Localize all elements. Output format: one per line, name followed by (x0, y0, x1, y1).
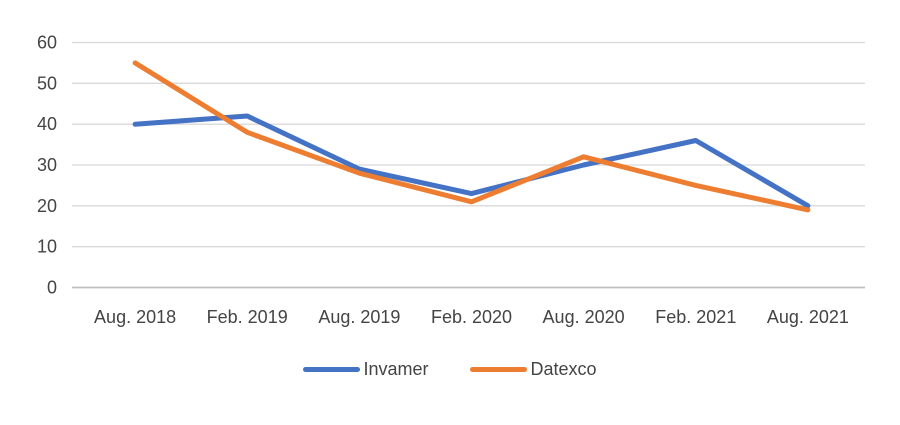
x-tick-label: Feb. 2021 (655, 307, 736, 327)
legend-label-invamer: Invamer (363, 359, 429, 379)
datexco-line-swatch (470, 367, 528, 372)
x-tick-label: Aug. 2018 (94, 307, 176, 327)
x-tick-label: Aug. 2019 (318, 307, 400, 327)
series-line-invamer (132, 113, 811, 209)
plot-area: 0 10 20 30 40 50 60 Aug. 2018 Feb. 2019 Aug. 2019… (37, 33, 865, 327)
y-tick-50: 50 (37, 73, 57, 93)
legend-item-datexco: Datexco (470, 359, 597, 380)
y-tick-60: 60 (37, 33, 57, 53)
y-tick-40: 40 (37, 114, 57, 134)
y-tick-20: 20 (37, 196, 57, 216)
x-tick-label: Aug. 2021 (767, 307, 849, 327)
y-tick-0: 0 (47, 278, 57, 298)
legend-item-invamer: Invamer (303, 359, 428, 380)
x-tick-label: Aug. 2020 (543, 307, 625, 327)
y-tick-10: 10 (37, 237, 57, 257)
invamer-line-swatch (303, 367, 361, 372)
series-line-datexco (132, 60, 811, 213)
x-tick-label: Feb. 2020 (431, 307, 512, 327)
legend: Invamer Datexco (0, 359, 900, 380)
x-tick-label: Feb. 2019 (207, 307, 288, 327)
legend-label-datexco: Datexco (530, 359, 597, 379)
y-tick-30: 30 (37, 155, 57, 175)
